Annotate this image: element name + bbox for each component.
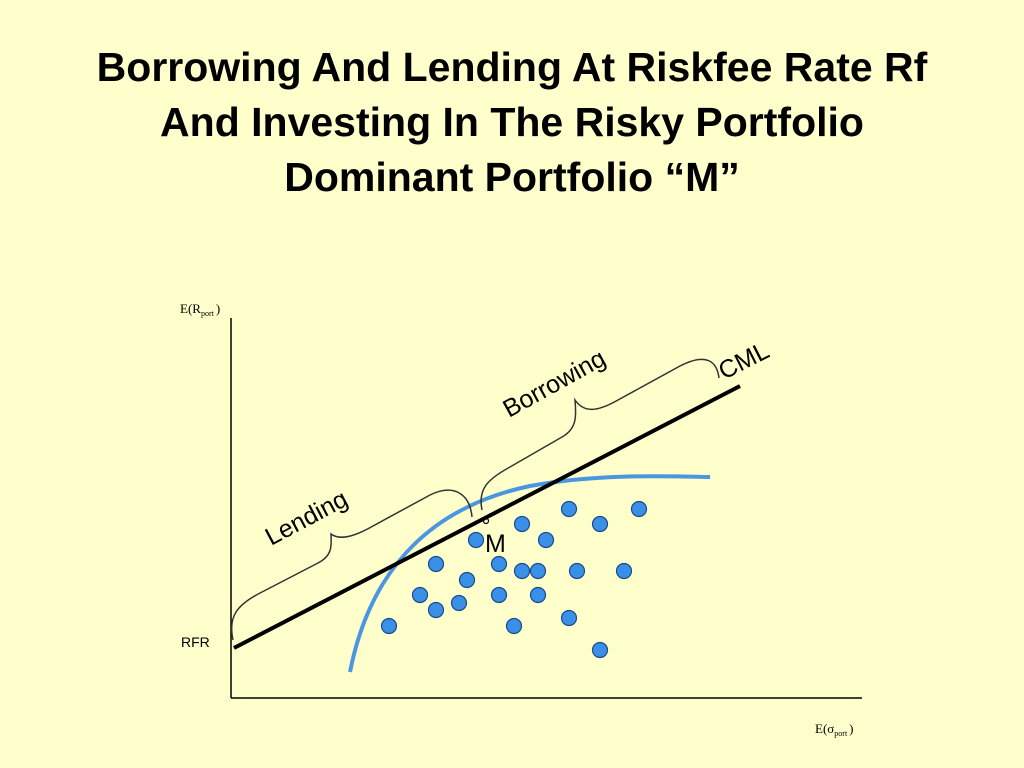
portfolio-dot [630, 500, 648, 518]
cml-label: CML [714, 336, 774, 385]
point-m-label: M [485, 530, 506, 558]
x-axis-label: E(σport) [815, 721, 854, 738]
title-line-1: Borrowing And Lending At Riskfee Rate Rf [96, 44, 928, 90]
rfr-label: RFR [181, 634, 210, 650]
portfolio-dot [490, 586, 508, 604]
portfolio-dot [560, 609, 578, 627]
capital-market-line [233, 384, 741, 650]
portfolio-dot [467, 531, 485, 549]
portfolio-dot [560, 500, 578, 518]
portfolio-dot [450, 594, 468, 612]
portfolio-dot [591, 641, 609, 659]
portfolio-dot [513, 562, 531, 580]
portfolio-dot [505, 617, 523, 635]
portfolio-dot [411, 586, 429, 604]
portfolio-dot [529, 586, 547, 604]
portfolio-dot [458, 571, 476, 589]
title-line-2: And Investing In The Risky Portfolio [160, 99, 864, 145]
slide-title: Borrowing And Lending At Riskfee Rate Rf… [0, 40, 1024, 205]
portfolio-dot [427, 601, 445, 619]
portfolio-dot [537, 531, 555, 549]
portfolio-dot [568, 562, 586, 580]
portfolio-dot [427, 555, 445, 573]
portfolio-dot [513, 515, 531, 533]
portfolio-dot [490, 555, 508, 573]
borrowing-label: Borrowing [498, 344, 610, 423]
portfolio-dot [615, 562, 633, 580]
lending-label: Lending [261, 485, 353, 551]
lending-brace [230, 489, 473, 641]
point-m-marker [482, 517, 490, 525]
portfolio-dot [529, 562, 547, 580]
risky-portfolios [380, 500, 648, 659]
title-line-3: Dominant Portfolio “M” [284, 154, 740, 200]
portfolio-dot [380, 617, 398, 635]
efficient-frontier [348, 474, 711, 673]
y-axis-label: E(Rport) [180, 301, 220, 318]
portfolio-dot [591, 515, 609, 533]
borrowing-brace [480, 358, 720, 511]
